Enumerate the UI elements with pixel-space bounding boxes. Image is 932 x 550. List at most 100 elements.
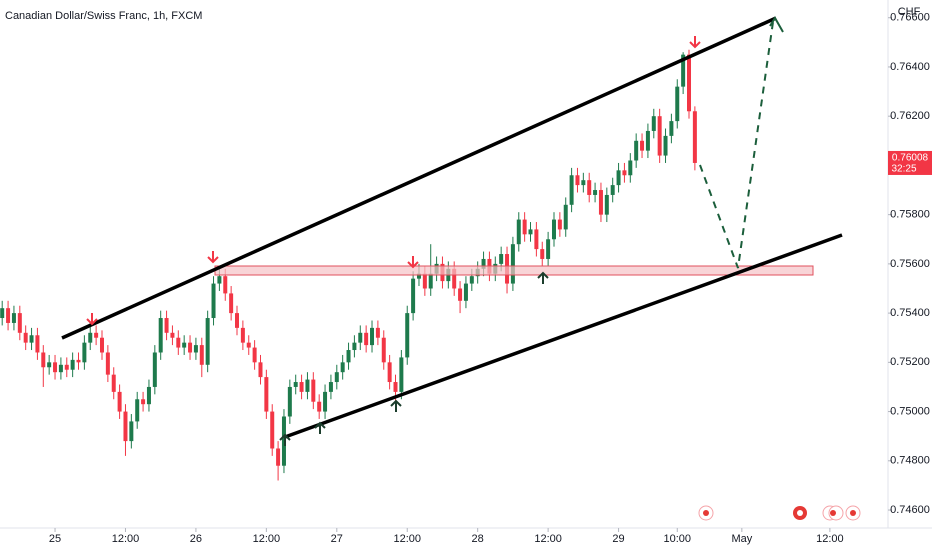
candle-body	[416, 273, 421, 279]
candle-body	[640, 140, 645, 151]
y-tick-label: 0.75000	[890, 405, 930, 417]
candle-body	[528, 229, 533, 235]
currency-label: CHF	[898, 6, 921, 18]
candle-body	[393, 382, 398, 392]
candle-body	[499, 254, 504, 264]
y-tick-label: 0.74600	[890, 504, 930, 516]
x-tick-label: 12:00	[816, 533, 844, 545]
candle-body	[235, 313, 240, 328]
candle-body	[370, 327, 375, 346]
candle-body	[616, 170, 621, 186]
candle-body	[587, 180, 592, 195]
candle-body	[99, 337, 104, 353]
candle-body	[199, 345, 204, 365]
candle-body	[229, 293, 234, 314]
buy-arrows	[279, 271, 549, 446]
candle-body	[117, 391, 122, 412]
candle-body	[240, 327, 245, 343]
candle-body	[211, 283, 216, 319]
candle-body	[264, 377, 269, 412]
candle-body	[170, 332, 175, 338]
candle-body	[270, 411, 275, 449]
candle-body	[428, 273, 433, 289]
candles	[0, 49, 697, 481]
y-tick-label: 0.75600	[890, 258, 930, 270]
candle-body	[657, 116, 662, 156]
candle-body	[522, 219, 527, 235]
candle-body	[381, 337, 386, 363]
x-tick-label: May	[731, 533, 752, 545]
candle-body	[593, 190, 598, 195]
candle-body	[681, 54, 686, 87]
candle-body	[422, 273, 427, 289]
candle-body	[258, 362, 263, 378]
candle-body	[669, 121, 674, 136]
candle-body	[452, 268, 457, 289]
candle-body	[411, 278, 416, 314]
candle-body	[64, 364, 69, 370]
event-icon-flag	[850, 510, 856, 516]
candle-body	[23, 332, 28, 343]
chart-title: Canadian Dollar/Swiss Franc, 1h, FXCM	[5, 10, 202, 22]
candle-body	[352, 342, 357, 351]
x-tick-label: 12:00	[112, 533, 140, 545]
candle-body	[563, 204, 568, 230]
candle-body	[11, 313, 16, 323]
event-icon-flag	[797, 510, 803, 516]
projection-arrowhead	[769, 16, 784, 33]
candle-body	[135, 399, 140, 422]
candle-body	[311, 379, 316, 402]
projection-path	[699, 21, 774, 269]
down-arrow	[407, 256, 419, 269]
y-tick-label: 0.75400	[890, 307, 930, 319]
down-arrow	[207, 251, 219, 264]
candle-body	[293, 382, 298, 387]
x-tick-label: 27	[331, 533, 343, 545]
candle-body	[35, 335, 40, 353]
candle-body	[82, 342, 87, 363]
candle-body	[463, 283, 468, 301]
candle-body	[399, 357, 404, 392]
last-price-label: 0.76008	[892, 153, 929, 164]
candle-body	[346, 350, 351, 363]
x-tick-label: 25	[49, 533, 61, 545]
candle-body	[651, 116, 656, 131]
candle-body	[675, 86, 680, 122]
y-tick-label: 0.76600	[890, 12, 930, 24]
candle-body	[510, 244, 515, 284]
candle-body	[252, 347, 257, 363]
candle-body	[628, 160, 633, 176]
candle-body	[340, 362, 345, 373]
event-icons	[698, 505, 861, 521]
candle-body	[6, 308, 11, 323]
candle-body	[276, 448, 281, 466]
candle-body	[76, 359, 81, 363]
x-tick-label: 26	[190, 533, 202, 545]
event-icon-flag	[830, 510, 836, 516]
candle-body	[188, 342, 193, 353]
candle-body	[557, 219, 562, 230]
candle-body	[387, 362, 392, 383]
candle-body	[334, 372, 339, 383]
candle-body	[17, 313, 22, 333]
candle-body	[534, 229, 539, 250]
candle-body	[469, 276, 474, 284]
up-arrow	[279, 433, 291, 446]
candle-body	[158, 318, 163, 353]
candle-body	[364, 332, 369, 346]
down-arrow	[689, 36, 701, 49]
last-price-box	[888, 150, 932, 175]
candle-body	[152, 352, 157, 387]
candle-body	[663, 135, 668, 156]
candle-body	[105, 352, 110, 375]
candle-body	[323, 391, 328, 412]
y-tick-label: 0.76200	[890, 110, 930, 122]
candle-body	[29, 335, 34, 343]
candle-body	[299, 382, 304, 392]
x-tick-label: 12:00	[534, 533, 562, 545]
candle-body	[88, 332, 93, 343]
candle-body	[610, 185, 615, 195]
candle-body	[405, 313, 410, 358]
candle-body	[692, 111, 697, 163]
